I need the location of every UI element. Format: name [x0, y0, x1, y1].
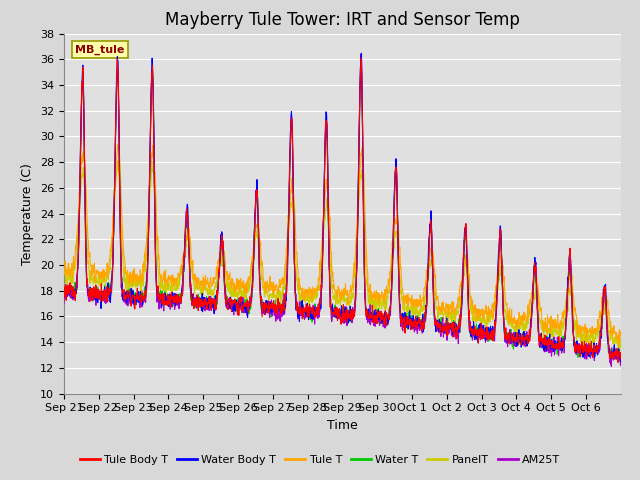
Y-axis label: Temperature (C): Temperature (C) — [22, 163, 35, 264]
X-axis label: Time: Time — [327, 419, 358, 432]
Legend: Tule Body T, Water Body T, Tule T, Water T, PanelT, AM25T: Tule Body T, Water Body T, Tule T, Water… — [75, 451, 565, 469]
Text: MB_tule: MB_tule — [75, 44, 125, 55]
Title: Mayberry Tule Tower: IRT and Sensor Temp: Mayberry Tule Tower: IRT and Sensor Temp — [165, 11, 520, 29]
